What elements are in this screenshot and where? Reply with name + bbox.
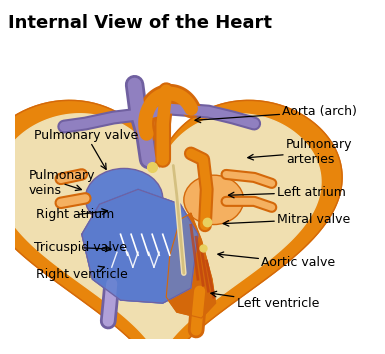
Ellipse shape	[85, 169, 163, 228]
Text: Right ventricle: Right ventricle	[36, 266, 128, 281]
Polygon shape	[0, 101, 342, 354]
Polygon shape	[82, 189, 198, 303]
Text: Tricuspid valve: Tricuspid valve	[34, 241, 127, 254]
Text: Pulmonary
arteries: Pulmonary arteries	[248, 138, 352, 166]
Text: Aortic valve: Aortic valve	[218, 252, 335, 269]
Text: Pulmonary valve: Pulmonary valve	[34, 129, 139, 169]
Text: Mitral valve: Mitral valve	[223, 213, 350, 226]
Polygon shape	[166, 213, 216, 318]
Ellipse shape	[184, 175, 244, 224]
Text: Left atrium: Left atrium	[228, 186, 346, 199]
Text: Left ventricle: Left ventricle	[211, 291, 319, 310]
Text: Internal View of the Heart: Internal View of the Heart	[8, 14, 272, 32]
Text: Right atrium: Right atrium	[36, 208, 114, 221]
Text: Aorta (arch): Aorta (arch)	[195, 105, 357, 123]
Text: Pulmonary
veins: Pulmonary veins	[29, 170, 95, 198]
Polygon shape	[82, 189, 198, 303]
Polygon shape	[0, 114, 321, 354]
